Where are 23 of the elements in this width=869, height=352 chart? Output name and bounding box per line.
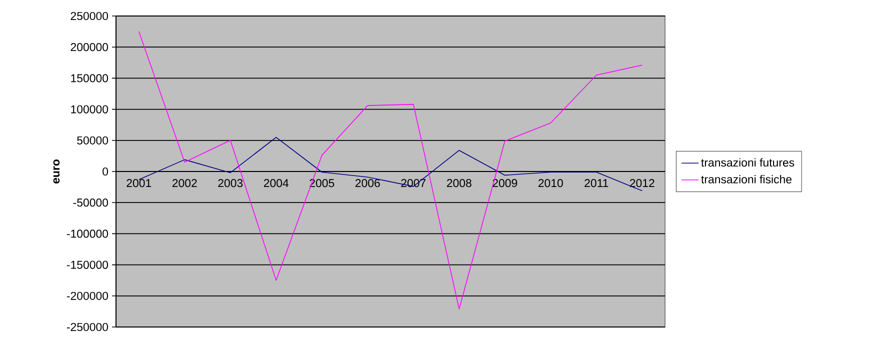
x-tick-label: 2011	[584, 179, 608, 188]
y-axis-title: euro	[53, 160, 60, 184]
y-tick-label: 150000	[71, 74, 108, 82]
x-tick-label: 2002	[172, 179, 197, 188]
y-tick-label: 200000	[70, 43, 108, 52]
x-tick-label: 2012	[630, 179, 654, 188]
y-tick-label: -250000	[66, 322, 108, 332]
x-tick-label: 2008	[446, 179, 472, 188]
y-tick-label: -100000	[66, 230, 108, 238]
legend-label: transazioni futures	[701, 158, 794, 167]
x-tick-label: 2001	[126, 179, 152, 188]
y-tick-label: 250000	[70, 12, 108, 20]
y-tick-label: -150000	[66, 260, 108, 269]
y-tick-label: -200000	[66, 292, 108, 300]
y-tick-label: 0	[102, 167, 108, 176]
legend-label: transazioni fisiche	[701, 174, 792, 184]
y-tick-label: 100000	[71, 105, 108, 114]
x-tick-label: 2003	[218, 179, 243, 188]
y-tick-label: -50000	[73, 198, 108, 207]
y-tick-label: 50000	[77, 136, 108, 144]
x-tick-label: 2004	[264, 179, 289, 188]
x-tick-label: 2010	[538, 179, 563, 188]
x-tick-label: 2006	[355, 179, 380, 188]
